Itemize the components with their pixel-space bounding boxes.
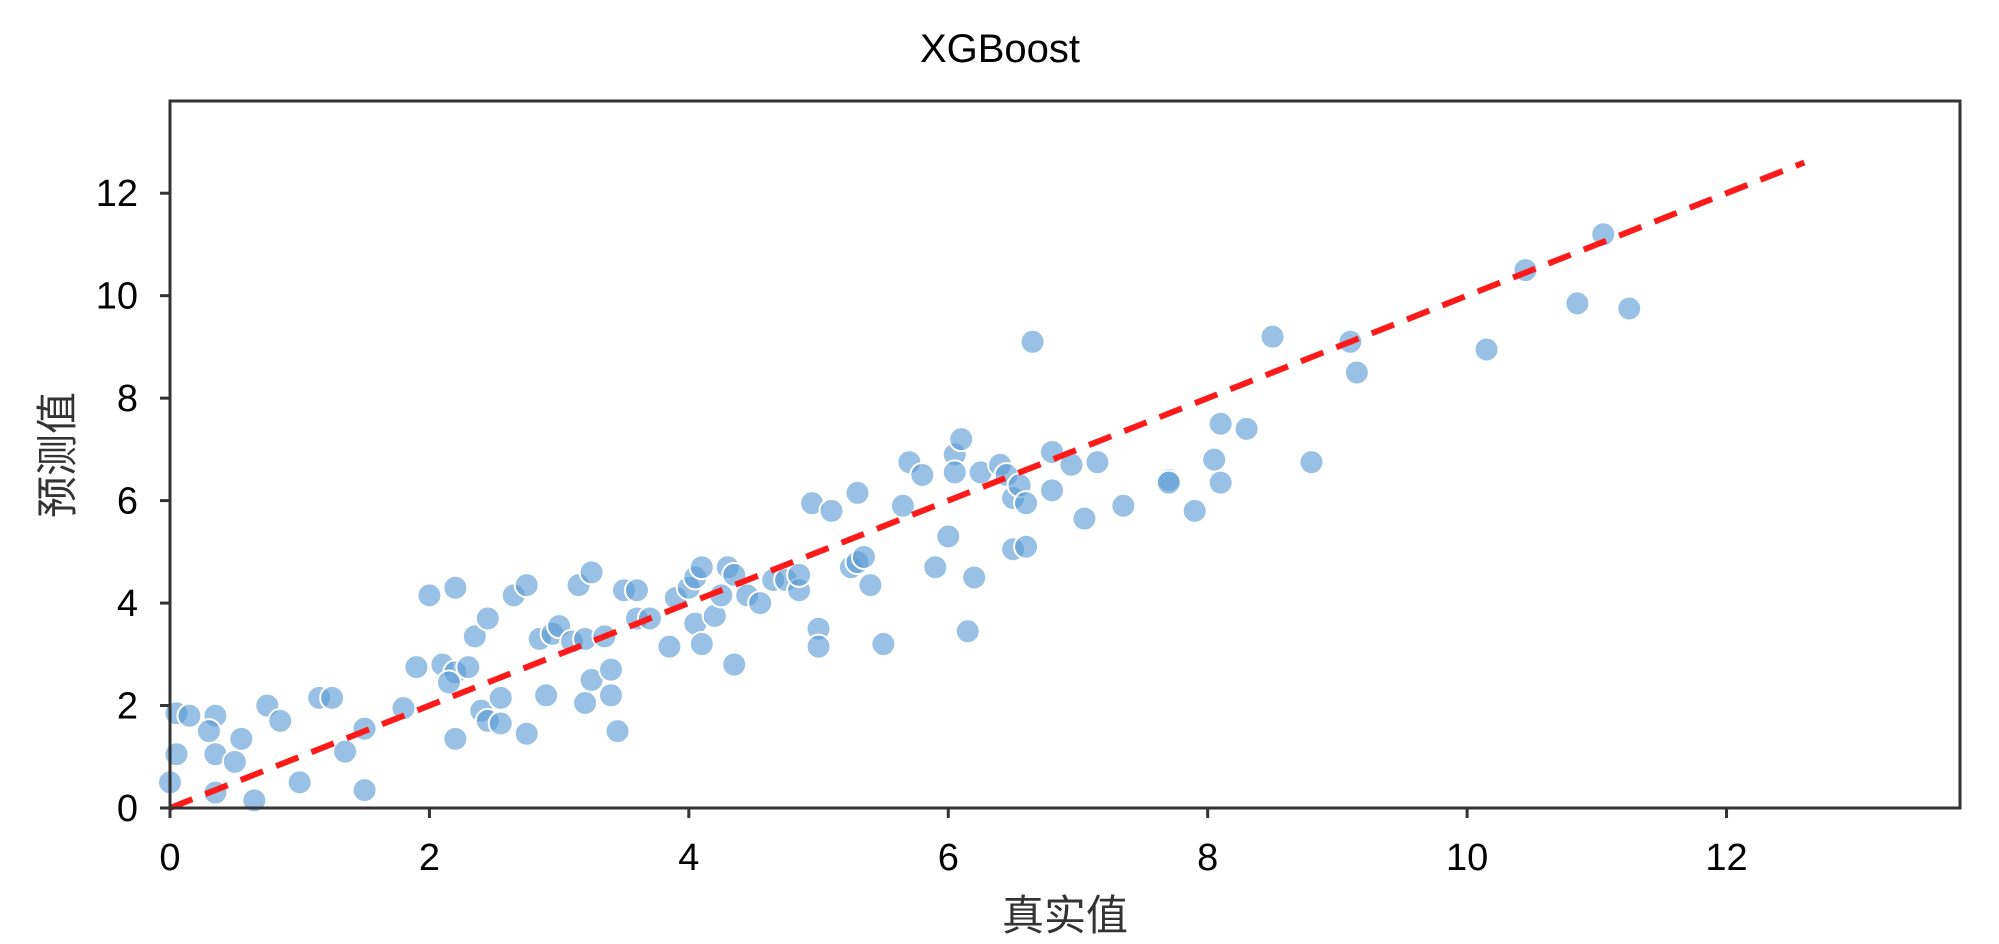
data-point [721, 651, 748, 678]
data-point [487, 684, 514, 711]
x-axis-label: 真实值 [1002, 891, 1128, 940]
data-point [267, 707, 294, 734]
data-point [850, 543, 877, 570]
data-point [221, 748, 248, 775]
x-tick-label: 6 [938, 837, 959, 879]
y-tick-label: 6 [117, 481, 138, 523]
data-point [1110, 492, 1137, 519]
data-point [319, 684, 346, 711]
data-point [688, 554, 715, 581]
data-point [578, 559, 605, 586]
data-point [195, 718, 222, 745]
x-tick-label: 10 [1446, 837, 1488, 879]
data-point [1084, 449, 1111, 476]
data-point [572, 689, 599, 716]
data-point [241, 787, 268, 814]
data-point [604, 718, 631, 745]
data-point [1155, 469, 1182, 496]
data-point [1259, 323, 1286, 350]
data-point [533, 682, 560, 709]
data-point [948, 426, 975, 453]
data-point [935, 523, 962, 550]
data-point [513, 720, 540, 747]
data-point [351, 777, 378, 804]
data-point [442, 725, 469, 752]
y-tick-label: 8 [117, 378, 138, 420]
y-tick-label: 0 [117, 788, 138, 830]
data-point [403, 654, 430, 681]
y-axis-label: 预测值 [33, 392, 82, 518]
data-point [1019, 328, 1046, 355]
data-point [598, 682, 625, 709]
data-point [889, 492, 916, 519]
data-point [1298, 449, 1325, 476]
data-point [435, 669, 462, 696]
y-tick-label: 2 [117, 686, 138, 728]
data-point [1201, 446, 1228, 473]
data-point [1181, 497, 1208, 524]
data-point [656, 633, 683, 660]
x-axis: 0 2 4 6 8 10 12 [159, 808, 1748, 879]
data-point [747, 590, 774, 617]
x-tick-label: 12 [1705, 837, 1747, 879]
data-point [455, 654, 482, 681]
data-point [1343, 359, 1370, 386]
data-point [163, 741, 190, 768]
data-point [1207, 469, 1234, 496]
data-point [474, 605, 501, 632]
y-tick-label: 4 [117, 583, 138, 625]
data-point [961, 564, 988, 591]
data-point [909, 461, 936, 488]
data-point [513, 572, 540, 599]
data-point [805, 633, 832, 660]
data-point [844, 479, 871, 506]
data-point [487, 710, 514, 737]
data-point [922, 554, 949, 581]
chart-title: XGBoost [920, 27, 1080, 71]
y-tick-label: 10 [96, 276, 138, 318]
data-point [954, 618, 981, 645]
data-point [1473, 336, 1500, 363]
data-point [688, 631, 715, 658]
data-point [1616, 295, 1643, 322]
x-tick-label: 4 [678, 837, 699, 879]
data-point [1207, 410, 1234, 437]
data-point [870, 631, 897, 658]
data-point [598, 656, 625, 683]
data-point [228, 725, 255, 752]
data-point [623, 577, 650, 604]
data-point [176, 702, 203, 729]
data-point [1590, 221, 1617, 248]
x-tick-label: 8 [1197, 837, 1218, 879]
data-point [1564, 290, 1591, 317]
data-point [1039, 477, 1066, 504]
y-axis: 0 2 4 6 8 10 12 [96, 173, 170, 830]
data-point [390, 695, 417, 722]
data-point [1013, 533, 1040, 560]
data-point [941, 459, 968, 486]
x-tick-label: 0 [159, 837, 180, 879]
data-point [1013, 490, 1040, 517]
data-point [332, 738, 359, 765]
plot-frame [168, 99, 1962, 810]
data-point [786, 561, 813, 588]
x-tick-label: 2 [419, 837, 440, 879]
data-point [416, 582, 443, 609]
reference-line [168, 159, 1806, 811]
data-point [857, 572, 884, 599]
data-point [1233, 415, 1260, 442]
points-layer [157, 221, 1643, 814]
data-point [286, 769, 313, 796]
data-point [442, 574, 469, 601]
data-point [818, 497, 845, 524]
y-tick-label: 12 [96, 173, 138, 215]
data-point [1071, 505, 1098, 532]
data-point [461, 623, 488, 650]
